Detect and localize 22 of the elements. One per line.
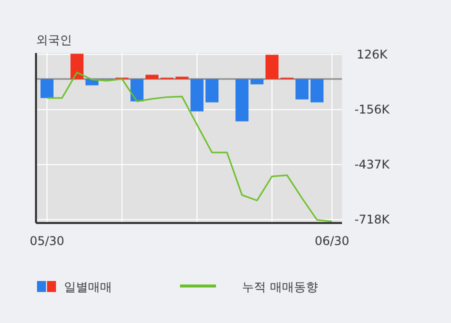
chart-title: 외국인 [36, 33, 72, 47]
bar [146, 74, 158, 80]
bar [266, 54, 278, 80]
line-series [46, 72, 333, 222]
bar [40, 79, 54, 98]
bar [190, 79, 204, 112]
bar [236, 79, 248, 122]
bar [176, 76, 188, 80]
bar [206, 79, 218, 102]
legend-label: 일별매매 [64, 280, 112, 294]
x-tick-label: 05/30 [30, 234, 64, 248]
bar [296, 79, 308, 100]
bar [130, 79, 144, 102]
x-tick-label: 06/30 [314, 234, 350, 248]
legend-label: 누적 매매동향 [242, 280, 318, 294]
y-tick-label: -156K [354, 102, 391, 117]
bar [70, 54, 84, 80]
bar [310, 79, 324, 102]
y-tick-label: 126K [356, 47, 389, 62]
y-tick-label: -718K [354, 212, 391, 227]
y-tick-label: -437K [354, 158, 391, 172]
bar [250, 79, 264, 84]
